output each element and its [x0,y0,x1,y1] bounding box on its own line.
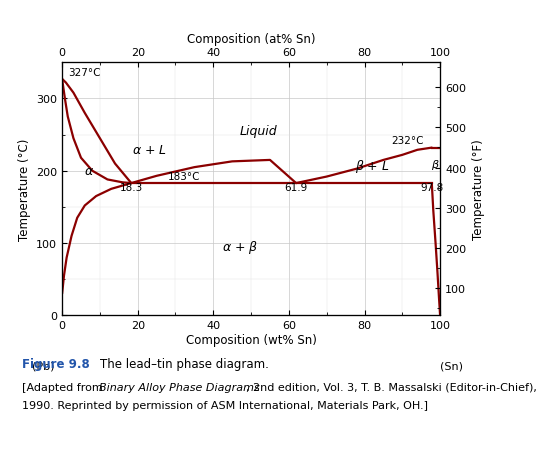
Text: 61.9: 61.9 [285,182,308,192]
Text: (Sn): (Sn) [440,360,463,370]
Text: $\alpha$ + $\beta$: $\alpha$ + $\beta$ [221,239,258,256]
Y-axis label: Temperature (°F): Temperature (°F) [471,139,484,239]
Text: , 2nd edition, Vol. 3, T. B. Massalski (Editor-in-Chief),: , 2nd edition, Vol. 3, T. B. Massalski (… [246,382,537,392]
Text: 18.3: 18.3 [120,182,143,192]
Text: Figure 9.8: Figure 9.8 [22,358,89,371]
Y-axis label: Temperature (°C): Temperature (°C) [18,138,31,240]
X-axis label: Composition (at% Sn): Composition (at% Sn) [187,33,315,46]
Text: The lead–tin phase diagram.: The lead–tin phase diagram. [100,358,269,371]
Text: $\beta$: $\beta$ [431,157,440,171]
Text: 183°C: 183°C [168,171,200,181]
Text: $\beta$ + $L$: $\beta$ + $L$ [355,158,389,175]
Text: Binary Alloy Phase Diagrams: Binary Alloy Phase Diagrams [99,382,260,392]
Text: Liquid: Liquid [240,125,278,138]
Text: [Adapted from: [Adapted from [22,382,106,392]
Text: 1990. Reprinted by permission of ASM International, Materials Park, OH.]: 1990. Reprinted by permission of ASM Int… [22,400,428,410]
X-axis label: Composition (wt% Sn): Composition (wt% Sn) [186,333,316,346]
Text: 232°C: 232°C [391,136,423,146]
Text: $\alpha$: $\alpha$ [84,165,93,178]
Text: 327°C: 327°C [68,68,100,78]
Text: $\alpha$ + $L$: $\alpha$ + $L$ [132,143,166,156]
Text: 97.8: 97.8 [420,182,443,192]
Text: (Pb): (Pb) [32,360,55,370]
